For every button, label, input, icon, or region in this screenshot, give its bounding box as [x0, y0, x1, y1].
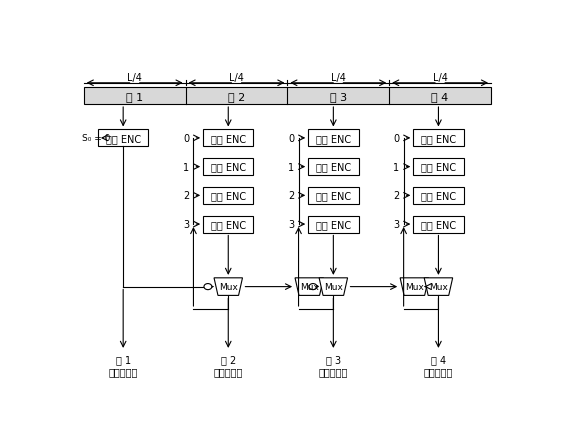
Text: 编码后比特: 编码后比特 [214, 366, 243, 376]
Text: Mux: Mux [324, 283, 343, 291]
Text: 编码后比特: 编码后比特 [424, 366, 453, 376]
Text: 串行 ENC: 串行 ENC [316, 162, 351, 172]
Bar [203, 130, 254, 147]
Text: L/4: L/4 [331, 73, 346, 82]
Bar [308, 159, 359, 176]
Text: 3: 3 [288, 219, 294, 230]
Text: 3: 3 [393, 219, 399, 230]
Text: 块 1: 块 1 [116, 354, 131, 364]
Polygon shape [319, 278, 347, 296]
Circle shape [309, 284, 317, 290]
Bar [413, 187, 464, 204]
Text: 串行 ENC: 串行 ENC [421, 219, 456, 230]
Text: 编码后比特: 编码后比特 [319, 366, 348, 376]
Text: 块 3: 块 3 [330, 92, 347, 101]
Text: 块 3: 块 3 [326, 354, 341, 364]
Text: 1: 1 [288, 162, 294, 172]
Text: 0: 0 [288, 134, 294, 144]
Text: 串行 ENC: 串行 ENC [211, 134, 246, 144]
Polygon shape [424, 278, 453, 296]
Text: 串行 ENC: 串行 ENC [316, 134, 351, 144]
Text: 串行 ENC: 串行 ENC [211, 162, 246, 172]
Text: Mux: Mux [300, 283, 319, 291]
Text: 块 2: 块 2 [221, 354, 236, 364]
Bar [308, 216, 359, 233]
Text: 块 4: 块 4 [432, 92, 449, 101]
Bar [413, 159, 464, 176]
Text: 串行 ENC: 串行 ENC [316, 219, 351, 230]
Text: Mux: Mux [429, 283, 448, 291]
Bar [84, 88, 491, 105]
Bar [413, 130, 464, 147]
Polygon shape [295, 278, 324, 296]
Bar [203, 159, 254, 176]
Bar [203, 216, 254, 233]
Circle shape [204, 284, 212, 290]
Text: 1: 1 [393, 162, 399, 172]
Text: 块 4: 块 4 [431, 354, 446, 364]
Text: S₀ = 0: S₀ = 0 [81, 134, 110, 143]
Bar [308, 187, 359, 204]
Text: 3: 3 [183, 219, 189, 230]
Text: 2: 2 [183, 191, 189, 201]
Text: 编码后比特: 编码后比特 [108, 366, 138, 376]
Polygon shape [400, 278, 429, 296]
Text: 串行 ENC: 串行 ENC [106, 134, 141, 144]
Text: 2: 2 [393, 191, 399, 201]
Text: 0: 0 [183, 134, 189, 144]
Text: Mux: Mux [405, 283, 424, 291]
Text: 2: 2 [288, 191, 294, 201]
Text: 块 1: 块 1 [126, 92, 143, 101]
Text: 串行 ENC: 串行 ENC [316, 191, 351, 201]
Text: 串行 ENC: 串行 ENC [211, 191, 246, 201]
Text: 串行 ENC: 串行 ENC [211, 219, 246, 230]
Text: 0: 0 [393, 134, 399, 144]
Polygon shape [214, 278, 242, 296]
Text: 串行 ENC: 串行 ENC [421, 191, 456, 201]
Text: 块 2: 块 2 [228, 92, 245, 101]
Bar [413, 216, 464, 233]
Text: L/4: L/4 [433, 73, 447, 82]
Bar [308, 130, 359, 147]
Text: 串行 ENC: 串行 ENC [421, 162, 456, 172]
Bar [203, 187, 254, 204]
Text: L/4: L/4 [229, 73, 244, 82]
Text: L/4: L/4 [127, 73, 142, 82]
Bar [98, 130, 149, 147]
Text: 串行 ENC: 串行 ENC [421, 134, 456, 144]
Text: Mux: Mux [219, 283, 238, 291]
Text: 1: 1 [183, 162, 189, 172]
